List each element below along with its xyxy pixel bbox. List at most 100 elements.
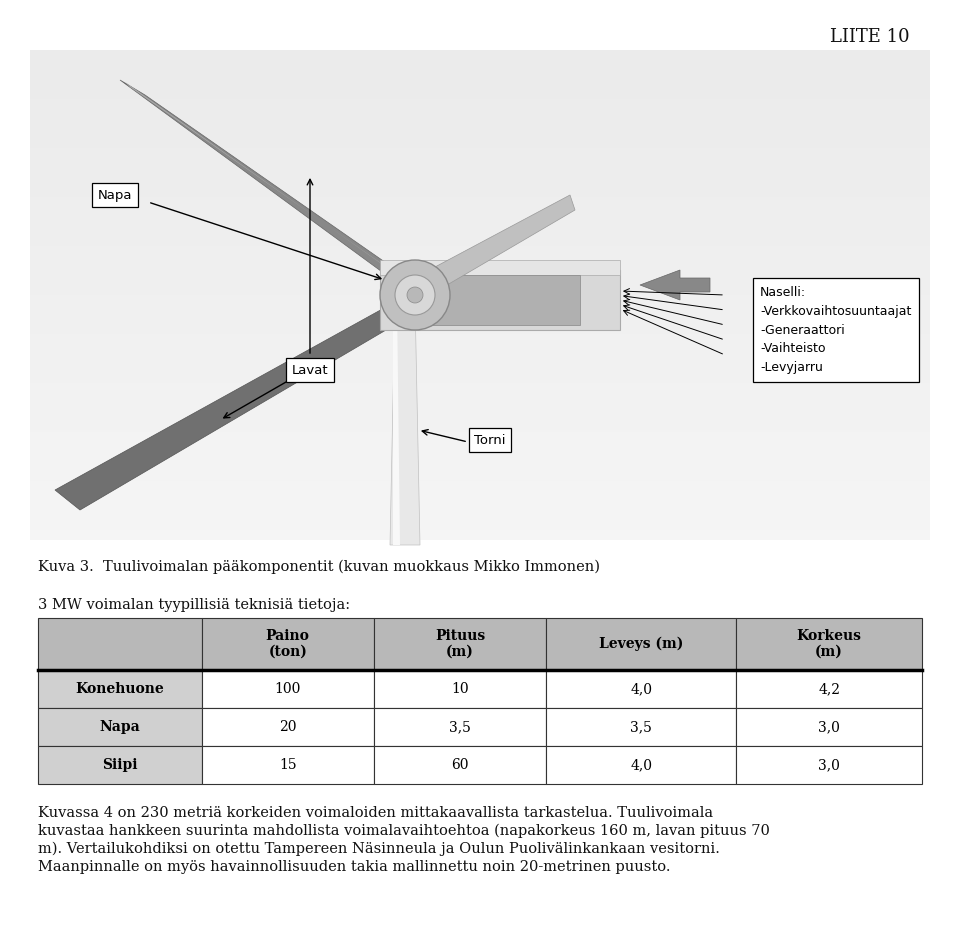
FancyBboxPatch shape — [373, 746, 546, 784]
FancyBboxPatch shape — [30, 393, 930, 403]
Text: Maanpinnalle on myös havainnollisuuden takia mallinnettu noin 20-metrinen puusto: Maanpinnalle on myös havainnollisuuden t… — [38, 860, 670, 874]
Text: Napa: Napa — [100, 720, 140, 734]
FancyBboxPatch shape — [30, 217, 930, 226]
FancyBboxPatch shape — [30, 334, 930, 344]
Text: 3,0: 3,0 — [818, 758, 840, 772]
FancyBboxPatch shape — [30, 472, 930, 481]
Polygon shape — [55, 302, 420, 510]
Text: 100: 100 — [275, 682, 300, 696]
FancyBboxPatch shape — [30, 324, 930, 334]
FancyBboxPatch shape — [373, 708, 546, 746]
FancyBboxPatch shape — [30, 197, 930, 206]
FancyBboxPatch shape — [30, 148, 930, 158]
FancyBboxPatch shape — [30, 442, 930, 452]
Polygon shape — [125, 82, 415, 288]
Text: 4,2: 4,2 — [818, 682, 840, 696]
FancyBboxPatch shape — [30, 50, 930, 60]
FancyBboxPatch shape — [30, 206, 930, 217]
Text: 3 MW voimalan tyypillisiä teknisiä tietoja:: 3 MW voimalan tyypillisiä teknisiä tieto… — [38, 598, 350, 612]
FancyBboxPatch shape — [30, 70, 930, 79]
FancyBboxPatch shape — [30, 90, 930, 99]
Text: Napa: Napa — [98, 189, 132, 202]
Text: Konehuone: Konehuone — [76, 682, 164, 696]
FancyBboxPatch shape — [30, 99, 930, 108]
Text: LIITE 10: LIITE 10 — [830, 28, 910, 46]
FancyBboxPatch shape — [736, 618, 922, 670]
Polygon shape — [393, 300, 400, 545]
Text: Lavat: Lavat — [292, 363, 328, 376]
FancyBboxPatch shape — [30, 413, 930, 422]
Polygon shape — [390, 300, 420, 545]
FancyBboxPatch shape — [30, 422, 930, 432]
FancyBboxPatch shape — [30, 511, 930, 520]
FancyBboxPatch shape — [546, 708, 736, 746]
FancyBboxPatch shape — [373, 670, 546, 708]
FancyBboxPatch shape — [736, 670, 922, 708]
FancyBboxPatch shape — [30, 344, 930, 354]
FancyBboxPatch shape — [38, 708, 202, 746]
Text: Leveys (m): Leveys (m) — [599, 637, 684, 651]
FancyBboxPatch shape — [30, 520, 930, 531]
Text: 20: 20 — [279, 720, 297, 734]
FancyBboxPatch shape — [736, 746, 922, 784]
Text: Pituus
(m): Pituus (m) — [435, 629, 485, 659]
FancyBboxPatch shape — [546, 670, 736, 708]
FancyBboxPatch shape — [30, 374, 930, 383]
FancyBboxPatch shape — [30, 236, 930, 246]
FancyBboxPatch shape — [546, 618, 736, 670]
FancyBboxPatch shape — [30, 226, 930, 236]
FancyBboxPatch shape — [38, 618, 202, 670]
FancyBboxPatch shape — [30, 138, 930, 148]
FancyBboxPatch shape — [30, 315, 930, 324]
FancyBboxPatch shape — [30, 432, 930, 442]
FancyBboxPatch shape — [30, 461, 930, 472]
FancyBboxPatch shape — [30, 481, 930, 491]
FancyBboxPatch shape — [30, 403, 930, 413]
Circle shape — [407, 287, 423, 303]
Text: Torni: Torni — [474, 433, 506, 446]
FancyBboxPatch shape — [30, 187, 930, 197]
FancyBboxPatch shape — [202, 670, 373, 708]
Text: Kuva 3.  Tuulivoimalan pääkomponentit (kuvan muokkaus Mikko Immonen): Kuva 3. Tuulivoimalan pääkomponentit (ku… — [38, 560, 600, 574]
FancyBboxPatch shape — [30, 531, 930, 540]
FancyBboxPatch shape — [30, 285, 930, 295]
FancyBboxPatch shape — [373, 618, 546, 670]
Text: Siipi: Siipi — [102, 758, 137, 772]
Circle shape — [395, 275, 435, 315]
Text: Kuvassa 4 on 230 metriä korkeiden voimaloiden mittakaavallista tarkastelua. Tuul: Kuvassa 4 on 230 metriä korkeiden voimal… — [38, 806, 713, 820]
Text: 3,0: 3,0 — [818, 720, 840, 734]
FancyBboxPatch shape — [30, 158, 930, 167]
FancyBboxPatch shape — [30, 108, 930, 119]
FancyBboxPatch shape — [736, 708, 922, 746]
Polygon shape — [420, 195, 575, 295]
FancyBboxPatch shape — [30, 79, 930, 90]
Text: 60: 60 — [451, 758, 468, 772]
FancyBboxPatch shape — [30, 452, 930, 461]
FancyBboxPatch shape — [30, 256, 930, 265]
FancyBboxPatch shape — [30, 119, 930, 128]
FancyBboxPatch shape — [30, 383, 930, 393]
FancyBboxPatch shape — [30, 491, 930, 501]
FancyBboxPatch shape — [30, 265, 930, 276]
Polygon shape — [120, 80, 425, 295]
Polygon shape — [380, 260, 620, 275]
FancyBboxPatch shape — [30, 501, 930, 511]
FancyBboxPatch shape — [30, 304, 930, 315]
FancyBboxPatch shape — [30, 60, 930, 70]
Text: kuvastaa hankkeen suurinta mahdollista voimalavaihtoehtoa (napakorkeus 160 m, la: kuvastaa hankkeen suurinta mahdollista v… — [38, 824, 770, 839]
Text: m). Vertailukohdiksi on otettu Tampereen Näsinneula ja Oulun Puolivälinkankaan v: m). Vertailukohdiksi on otettu Tampereen… — [38, 842, 720, 856]
FancyBboxPatch shape — [30, 276, 930, 285]
FancyBboxPatch shape — [30, 295, 930, 304]
Text: Paino
(ton): Paino (ton) — [266, 629, 310, 659]
Text: 10: 10 — [451, 682, 468, 696]
Text: 15: 15 — [279, 758, 297, 772]
FancyBboxPatch shape — [430, 275, 580, 325]
FancyBboxPatch shape — [30, 50, 930, 540]
FancyBboxPatch shape — [546, 746, 736, 784]
Text: 4,0: 4,0 — [631, 682, 653, 696]
Polygon shape — [640, 270, 710, 300]
FancyBboxPatch shape — [30, 246, 930, 256]
Polygon shape — [380, 270, 620, 330]
Text: Korkeus
(m): Korkeus (m) — [797, 629, 862, 659]
Text: 3,5: 3,5 — [449, 720, 471, 734]
